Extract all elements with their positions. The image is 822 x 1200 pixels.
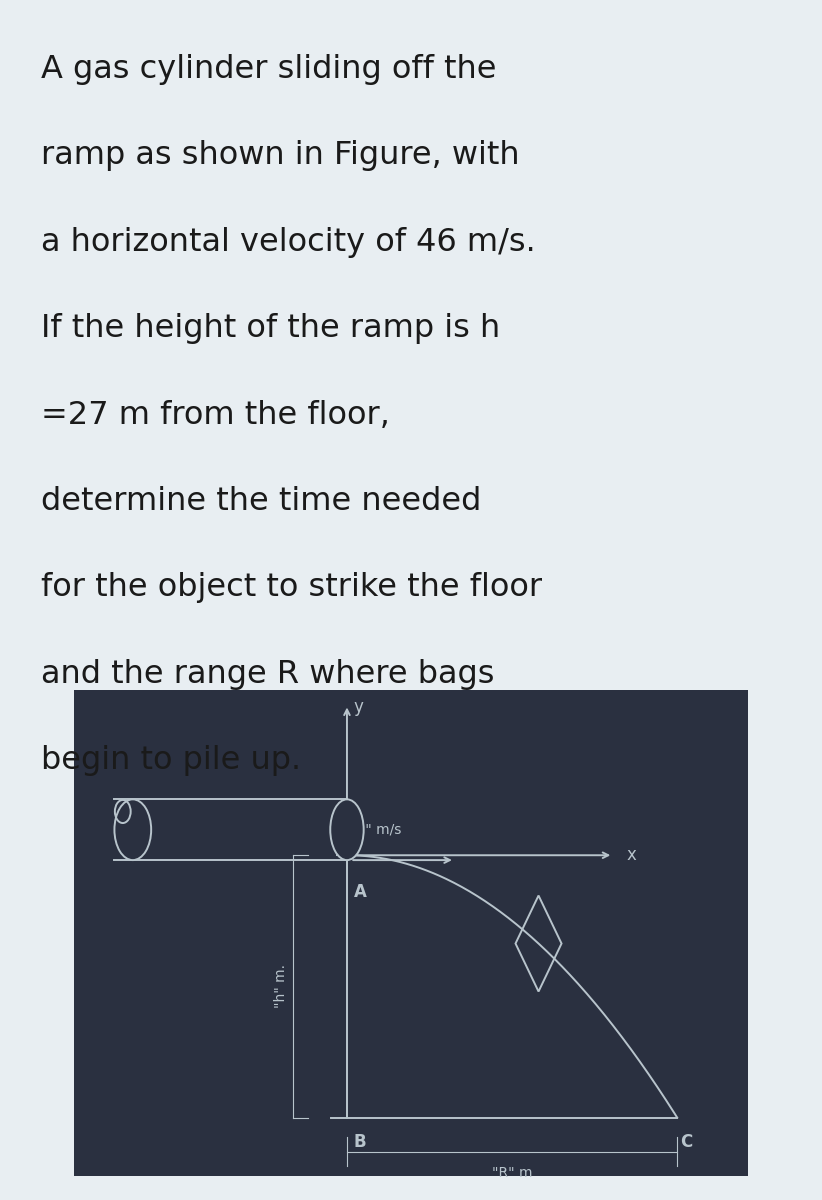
Text: "u" m/s: "u" m/s xyxy=(350,822,402,836)
Text: "R" m: "R" m xyxy=(492,1166,533,1180)
Text: y: y xyxy=(353,698,363,716)
Text: B: B xyxy=(353,1133,367,1151)
Text: "h" m.: "h" m. xyxy=(274,965,288,1008)
Text: begin to pile up.: begin to pile up. xyxy=(41,745,301,776)
Text: x: x xyxy=(626,846,636,864)
Text: a horizontal velocity of 46 m/s.: a horizontal velocity of 46 m/s. xyxy=(41,227,536,258)
Text: for the object to strike the floor: for the object to strike the floor xyxy=(41,572,543,604)
Text: and the range R where bags: and the range R where bags xyxy=(41,659,495,690)
Bar xyxy=(74,690,748,1176)
Ellipse shape xyxy=(114,799,151,860)
Text: A gas cylinder sliding off the: A gas cylinder sliding off the xyxy=(41,54,496,85)
Ellipse shape xyxy=(330,799,363,860)
Text: =27 m from the floor,: =27 m from the floor, xyxy=(41,400,390,431)
Text: C: C xyxy=(681,1133,693,1151)
Text: determine the time needed: determine the time needed xyxy=(41,486,482,517)
Text: If the height of the ramp is h: If the height of the ramp is h xyxy=(41,313,501,344)
Text: A: A xyxy=(353,882,367,900)
Text: ramp as shown in Figure, with: ramp as shown in Figure, with xyxy=(41,140,520,172)
